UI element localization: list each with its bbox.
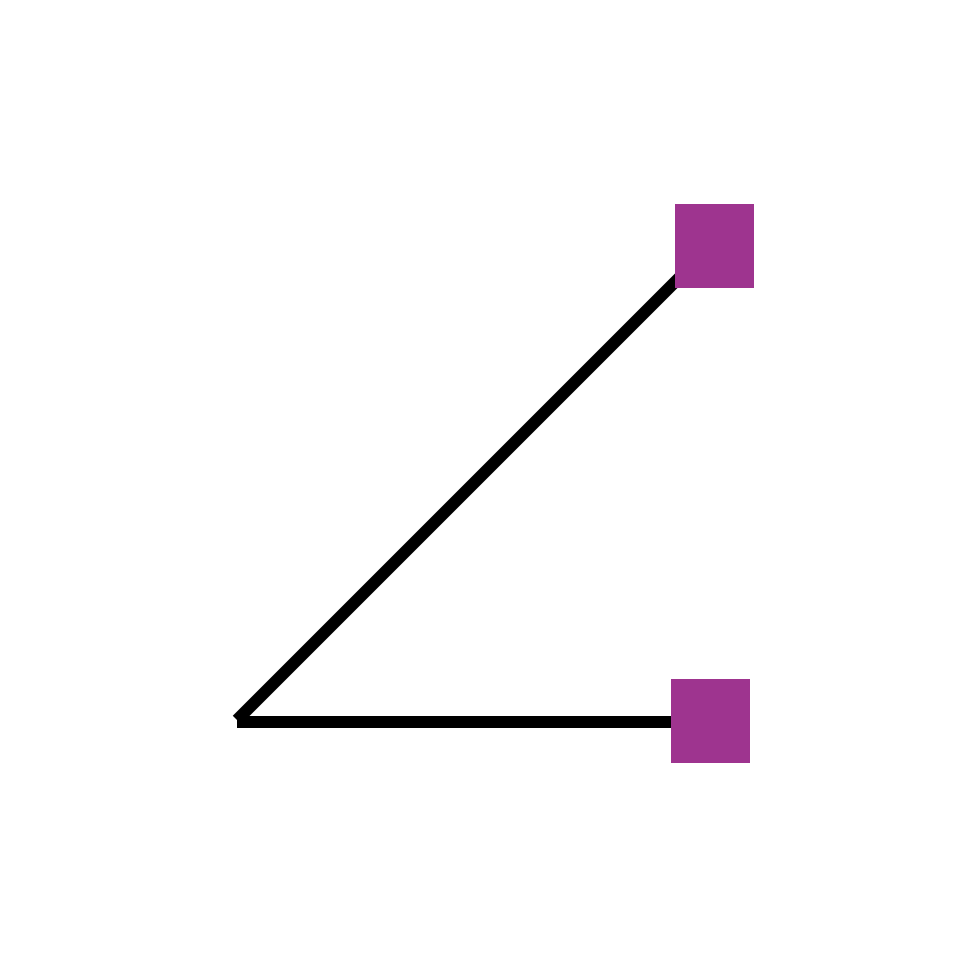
upper-ray-end-marker bbox=[675, 204, 754, 288]
lower-ray-end-marker bbox=[671, 679, 750, 763]
upper-ray-line bbox=[232, 272, 685, 725]
